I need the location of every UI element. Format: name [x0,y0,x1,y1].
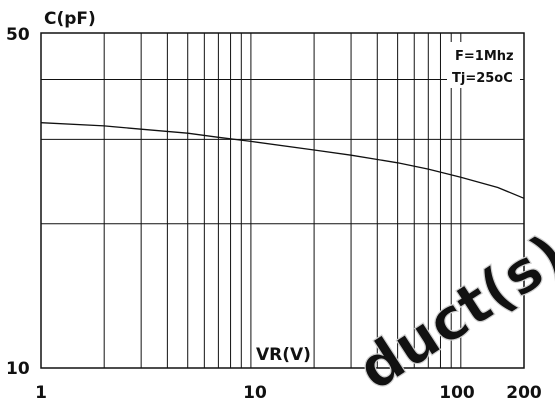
x-tick-100: 100 [439,383,475,403]
y-axis-label: C(pF) [44,9,96,29]
capacitance-curve [40,122,525,199]
frequency-annotation: F=1Mhz [455,49,514,64]
x-tick-1: 1 [35,383,47,403]
condition-box [447,42,520,88]
y-tick-top: 50 [6,25,30,45]
y-tick-bottom: 10 [6,359,30,379]
grid-lines [41,33,524,368]
plot-frame [40,32,525,369]
temperature-annotation: Tj=25oC [452,71,513,86]
x-axis-label: VR(V) [256,345,311,365]
x-tick-200: 200 [506,383,542,403]
x-tick-10: 10 [243,383,267,403]
